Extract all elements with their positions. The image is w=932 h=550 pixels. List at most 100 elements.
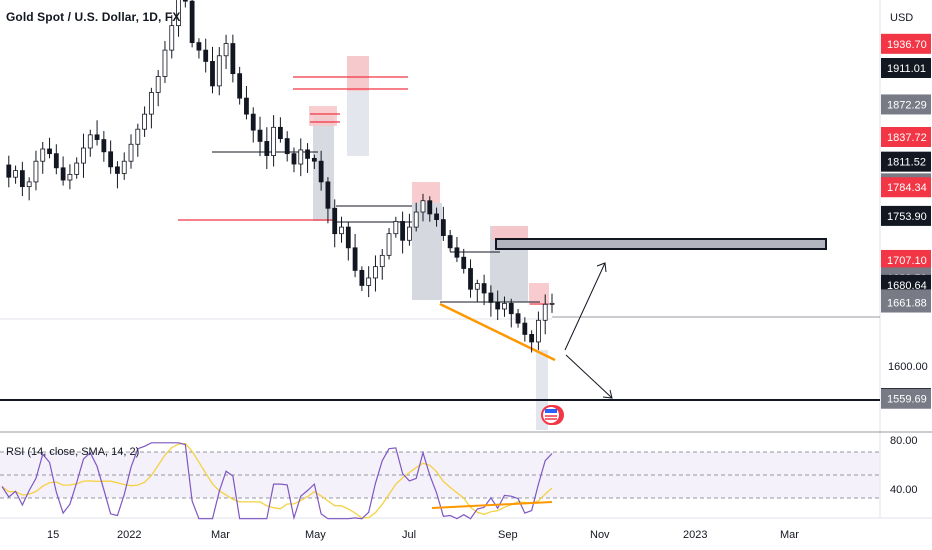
candle-body[interactable]	[305, 149, 310, 159]
candle-body[interactable]	[474, 283, 480, 290]
candle-body[interactable]	[13, 170, 18, 178]
candle-body[interactable]	[386, 233, 392, 256]
price-axis[interactable]: 1936.701911.011872.291837.721811.521788.…	[881, 33, 931, 409]
candle-body[interactable]	[298, 149, 304, 165]
candle-body[interactable]	[366, 277, 372, 286]
candle-body[interactable]	[359, 270, 365, 286]
candle-body[interactable]	[284, 138, 290, 155]
up-arrow[interactable]	[564, 262, 606, 351]
orange-trendline[interactable]	[439, 302, 556, 362]
candle-body[interactable]	[237, 73, 243, 99]
candle-body[interactable]	[345, 226, 351, 249]
candle-body[interactable]	[250, 113, 256, 131]
candle-body[interactable]	[115, 166, 120, 174]
candle-body[interactable]	[53, 153, 59, 169]
candle-body[interactable]	[400, 221, 406, 241]
candle-body[interactable]	[339, 226, 344, 235]
down-arrow[interactable]	[565, 354, 613, 399]
candle-body[interactable]	[230, 43, 236, 75]
candle-body[interactable]	[264, 141, 270, 156]
candle-body[interactable]	[413, 211, 419, 228]
candle-body[interactable]	[468, 268, 473, 290]
candle-body[interactable]	[94, 134, 100, 140]
price-badge[interactable]	[881, 292, 931, 313]
candle-body[interactable]	[189, 0, 195, 43]
price-badge[interactable]	[881, 249, 931, 270]
rsi-line[interactable]	[1, 442, 553, 521]
candle-body[interactable]	[502, 302, 507, 310]
candle-body[interactable]	[481, 283, 487, 294]
candle-body[interactable]	[121, 160, 127, 174]
candle-body[interactable]	[203, 49, 209, 62]
candle-body[interactable]	[529, 334, 535, 343]
candle-body[interactable]	[67, 173, 73, 181]
candle-body[interactable]	[522, 322, 528, 335]
candle-body[interactable]	[216, 55, 222, 87]
candle-body[interactable]	[536, 319, 541, 343]
candle-body[interactable]	[47, 148, 52, 155]
candle-body[interactable]	[108, 151, 114, 168]
candle-body[interactable]	[440, 219, 446, 236]
candle-body[interactable]	[128, 143, 134, 162]
candle-body[interactable]	[135, 128, 141, 145]
rsi-divergence-line[interactable]	[431, 501, 553, 509]
candle-body[interactable]	[19, 170, 25, 188]
candle-body[interactable]	[33, 160, 39, 183]
candle-body[interactable]	[60, 167, 66, 181]
candle-body[interactable]	[182, 0, 188, 2]
candle-body[interactable]	[244, 97, 249, 115]
candle-body[interactable]	[210, 61, 215, 87]
candle-body[interactable]	[318, 160, 324, 183]
candle-body[interactable]	[407, 226, 412, 241]
candle-body[interactable]	[176, 0, 181, 27]
candle-body[interactable]	[311, 157, 317, 162]
rsi-indicator-label[interactable]: RSI (14, close, SMA, 14, 2)	[6, 446, 140, 458]
candle-body[interactable]	[454, 247, 460, 258]
candle-body[interactable]	[508, 302, 514, 315]
price-badge[interactable]	[881, 33, 931, 54]
candle-body[interactable]	[81, 147, 86, 164]
candle-body[interactable]	[488, 292, 494, 303]
candle-body[interactable]	[277, 126, 283, 140]
candle-body[interactable]	[393, 221, 399, 235]
price-badge[interactable]	[881, 388, 931, 409]
candle-body[interactable]	[40, 148, 46, 162]
candle-body[interactable]	[434, 213, 439, 220]
candle-body[interactable]	[379, 254, 385, 268]
candles[interactable]	[6, 0, 555, 353]
candle-body[interactable]	[223, 43, 229, 57]
target-zone-box[interactable]	[495, 238, 827, 250]
price-badge[interactable]	[881, 205, 931, 226]
event-flag-icon[interactable]	[541, 405, 564, 425]
candle-body[interactable]	[495, 302, 501, 310]
candle-body[interactable]	[291, 153, 297, 165]
candle-body[interactable]	[162, 49, 168, 77]
candle-body[interactable]	[142, 113, 147, 130]
candle-body[interactable]	[542, 303, 548, 321]
candle-body[interactable]	[196, 42, 202, 51]
candle-body[interactable]	[325, 181, 331, 209]
candle-body[interactable]	[271, 126, 277, 156]
price-badge[interactable]	[881, 94, 931, 115]
candle-body[interactable]	[148, 92, 154, 115]
price-badge[interactable]	[881, 126, 931, 147]
candle-body[interactable]	[169, 25, 175, 51]
candle-body[interactable]	[420, 200, 426, 213]
candle-body[interactable]	[74, 162, 80, 175]
candle-body[interactable]	[352, 247, 358, 271]
candle-body[interactable]	[101, 139, 107, 153]
candle-body[interactable]	[87, 134, 93, 149]
candle-body[interactable]	[549, 302, 555, 305]
candle-body[interactable]	[332, 207, 338, 235]
candle-body[interactable]	[447, 235, 453, 249]
candle-body[interactable]	[155, 76, 161, 93]
candle-body[interactable]	[373, 266, 378, 279]
candle-body[interactable]	[26, 181, 32, 188]
candle-body[interactable]	[427, 200, 433, 215]
candle-body[interactable]	[461, 256, 467, 269]
candle-body[interactable]	[6, 164, 12, 178]
candle-body[interactable]	[257, 129, 263, 142]
price-badge[interactable]	[881, 177, 931, 198]
price-badge[interactable]	[881, 151, 931, 172]
